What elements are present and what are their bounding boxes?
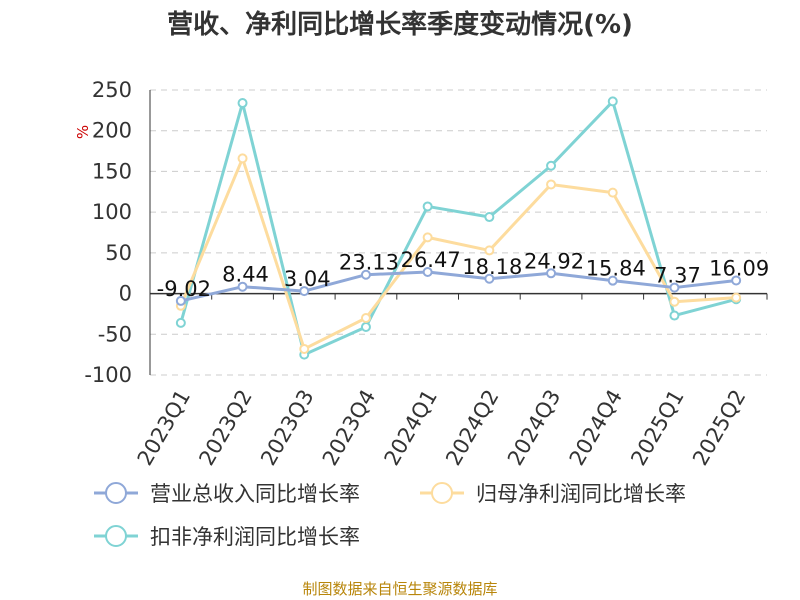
- series-2-point-5[interactable]: [484, 212, 495, 223]
- series-1-point-6[interactable]: [546, 179, 557, 190]
- series-1-line: [179, 156, 737, 351]
- data-label-4: 26.47: [401, 248, 461, 272]
- series-0-point-4[interactable]: [422, 267, 433, 278]
- legend-item-1[interactable]: 归母净利润同比增长率: [420, 482, 686, 506]
- series-1-point-8[interactable]: [669, 296, 680, 307]
- series-0-point-0[interactable]: [175, 295, 186, 306]
- series-2-point-1[interactable]: [237, 98, 248, 109]
- y-tick-label-6: -50: [98, 322, 132, 346]
- x-tick-label-4: 2024Q1: [380, 386, 442, 470]
- x-tick-label-9: 2025Q2: [688, 386, 750, 470]
- y-tick-label-0: 250: [92, 78, 132, 102]
- y-tick-label-3: 100: [92, 200, 132, 224]
- legend-label-2: 扣非净利润同比增长率: [150, 525, 360, 549]
- legend-label-1: 归母净利润同比增长率: [476, 482, 686, 506]
- data-label-3: 23.13: [339, 251, 399, 275]
- legend-item-0[interactable]: 营业总收入同比增长率: [94, 482, 360, 506]
- x-tick-label-8: 2025Q1: [626, 386, 688, 470]
- y-tick-label-2: 150: [92, 159, 132, 183]
- series-2-point-3[interactable]: [360, 321, 371, 332]
- data-labels: -9.02 8.44 3.04 23.13 26.47 18.18 24.92 15.84 7.…: [157, 248, 770, 301]
- x-tick-label-5: 2024Q2: [441, 385, 503, 469]
- series-2-point-8[interactable]: [669, 310, 680, 321]
- series-1-point-9[interactable]: [731, 292, 742, 303]
- x-tick-label-7: 2024Q4: [565, 386, 627, 470]
- series-2-point-6[interactable]: [546, 160, 557, 171]
- series-2-point-4[interactable]: [422, 201, 433, 212]
- data-label-8: 7.37: [654, 264, 701, 288]
- series-0-point-3[interactable]: [360, 269, 371, 280]
- data-label-2: 3.04: [284, 267, 331, 291]
- series-0: [175, 267, 742, 306]
- legend-label-0: 营业总收入同比增长率: [150, 482, 360, 506]
- legend-item-2[interactable]: 扣非净利润同比增长率: [94, 525, 360, 549]
- data-label-6: 24.92: [524, 249, 584, 273]
- data-label-1: 8.44: [222, 263, 269, 287]
- x-tick-label-1: 2023Q2: [194, 386, 256, 470]
- series-1-point-5[interactable]: [484, 245, 495, 256]
- series-0-point-9[interactable]: [731, 275, 742, 286]
- series-0-point-6[interactable]: [546, 268, 557, 279]
- x-tick-label-6: 2024Q3: [503, 386, 565, 470]
- series-2: [175, 96, 742, 360]
- data-label-7: 15.84: [586, 257, 646, 281]
- y-axis-unit: %: [74, 125, 92, 139]
- series-2-point-7[interactable]: [607, 96, 618, 107]
- series-2-point-0[interactable]: [175, 317, 186, 328]
- y-axis: 250 200 150 100 50 0 -50 -100: [84, 78, 151, 387]
- series-1-point-3[interactable]: [360, 313, 371, 323]
- series-0-point-7[interactable]: [607, 275, 618, 286]
- series-0-point-1[interactable]: [237, 281, 248, 292]
- series-1-point-2[interactable]: [299, 343, 310, 354]
- y-tick-label-1: 200: [92, 119, 132, 143]
- x-axis: 2023Q1 2023Q2 2023Q3 2023Q4 2024Q1 2024Q2 2024…: [133, 292, 768, 470]
- data-source: 制图数据来自恒生聚源数据库: [302, 580, 497, 598]
- x-tick-label-0: 2023Q1: [133, 386, 195, 470]
- series-2-line: [179, 99, 737, 357]
- y-tick-label-5: 0: [119, 282, 132, 306]
- series-1: [175, 153, 742, 354]
- data-label-9: 16.09: [709, 256, 769, 280]
- y-tick-label-7: -100: [84, 363, 132, 387]
- series-0-point-2[interactable]: [299, 286, 310, 297]
- series-1-point-7[interactable]: [607, 187, 618, 198]
- grid-lines: [150, 89, 767, 376]
- x-tick-label-3: 2023Q4: [318, 386, 380, 470]
- legend-marker-2: [105, 525, 127, 547]
- y-tick-label-4: 50: [105, 241, 132, 265]
- x-tick-label-2: 2023Q3: [256, 386, 318, 470]
- chart-title: 营收、净利同比增长率季度变动情况(%): [167, 9, 633, 40]
- data-label-0: -9.02: [157, 277, 211, 301]
- series-0-line: [180, 270, 737, 303]
- legend-marker-1: [431, 482, 453, 504]
- series-1-point-1[interactable]: [237, 153, 248, 164]
- legend-marker-0: [105, 482, 127, 504]
- series-0-point-5[interactable]: [484, 273, 495, 284]
- series-0-point-8[interactable]: [669, 282, 680, 293]
- data-label-5: 18.18: [462, 255, 522, 279]
- series-1-point-4[interactable]: [422, 232, 433, 243]
- series-lines: [175, 96, 742, 360]
